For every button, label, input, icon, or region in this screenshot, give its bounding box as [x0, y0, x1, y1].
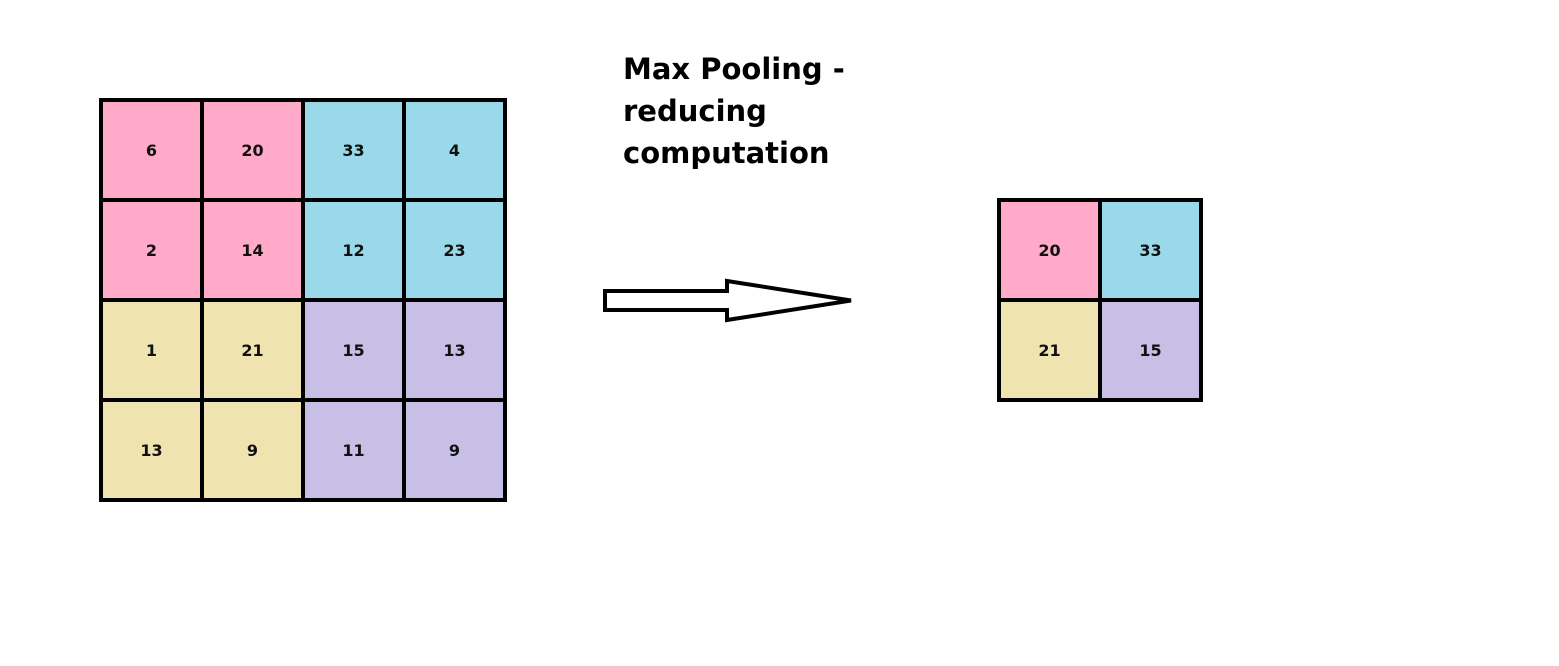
input-cell: 11 — [301, 398, 406, 502]
pooled-output-map: 20 33 21 15 — [997, 198, 1203, 402]
output-row: 20 33 — [997, 198, 1203, 302]
input-row: 13 9 11 9 — [99, 398, 507, 502]
input-cell: 9 — [402, 398, 507, 502]
output-cell: 33 — [1098, 198, 1203, 302]
input-cell: 13 — [99, 398, 204, 502]
input-cell: 9 — [200, 398, 305, 502]
output-cell: 21 — [997, 298, 1102, 402]
input-cell: 6 — [99, 98, 204, 202]
input-row: 6 20 33 4 — [99, 98, 507, 202]
input-cell: 23 — [402, 198, 507, 302]
diagram-title: Max Pooling - reducing computation — [623, 48, 883, 174]
input-cell: 14 — [200, 198, 305, 302]
input-cell: 33 — [301, 98, 406, 202]
output-cell: 20 — [997, 198, 1102, 302]
title-line-3: computation — [623, 136, 830, 170]
input-cell: 20 — [200, 98, 305, 202]
input-feature-map: 6 20 33 4 2 14 12 23 1 21 15 13 13 9 11 … — [99, 98, 507, 502]
input-cell: 1 — [99, 298, 204, 402]
title-line-1: Max Pooling - — [623, 52, 845, 86]
input-cell: 4 — [402, 98, 507, 202]
input-cell: 13 — [402, 298, 507, 402]
right-arrow-icon — [603, 278, 852, 323]
input-row: 1 21 15 13 — [99, 298, 507, 402]
input-cell: 21 — [200, 298, 305, 402]
input-cell: 12 — [301, 198, 406, 302]
output-cell: 15 — [1098, 298, 1203, 402]
title-line-2: reducing — [623, 94, 767, 128]
input-cell: 15 — [301, 298, 406, 402]
input-cell: 2 — [99, 198, 204, 302]
output-row: 21 15 — [997, 298, 1203, 402]
input-row: 2 14 12 23 — [99, 198, 507, 302]
